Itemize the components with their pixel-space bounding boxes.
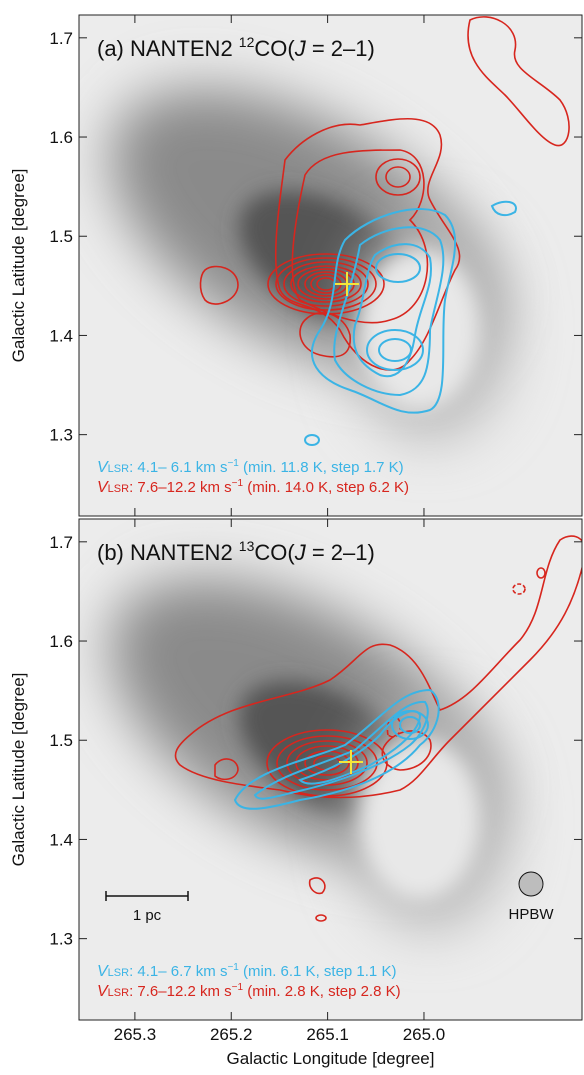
legend-part: : 7.6–12.2 km s bbox=[129, 479, 232, 496]
title-part: (a) NANTEN2 bbox=[97, 36, 239, 61]
y-tick-label: 1.5 bbox=[49, 227, 73, 246]
legend-part: LSR bbox=[108, 483, 129, 495]
star-marker bbox=[339, 750, 363, 774]
contours-blue bbox=[233, 688, 440, 810]
y-tick-label: 1.6 bbox=[49, 128, 73, 147]
title-part: CO( bbox=[254, 36, 295, 61]
scale-bar-label: 1 pc bbox=[133, 907, 162, 924]
x-tick-label: 265.2 bbox=[210, 1025, 253, 1044]
legend-part: V bbox=[97, 963, 109, 980]
y-tick-label: 1.7 bbox=[49, 29, 73, 48]
legend-part: LSR bbox=[108, 967, 129, 979]
legend-part: −1 bbox=[232, 478, 244, 489]
x-axis-label: Galactic Longitude [degree] bbox=[227, 1049, 435, 1068]
image-b bbox=[79, 519, 582, 1020]
x-tick-label: 265.3 bbox=[114, 1025, 157, 1044]
title-part: J bbox=[294, 540, 307, 565]
title-part: J bbox=[294, 36, 307, 61]
x-tick-label: 265.0 bbox=[403, 1025, 446, 1044]
y-tick-label: 1.3 bbox=[49, 426, 73, 445]
legend-part: (min. 6.1 K, step 1.1 K) bbox=[239, 963, 397, 980]
y-axis-label: Galactic Latitude [degree] bbox=[9, 169, 28, 363]
image-a bbox=[79, 15, 582, 516]
y-tick-label: 1.4 bbox=[49, 830, 73, 849]
legend-part: −1 bbox=[232, 982, 244, 993]
y-tick-label: 1.6 bbox=[49, 632, 73, 651]
legend-part: V bbox=[97, 983, 109, 1000]
contours-red bbox=[199, 16, 570, 371]
title-part: 13 bbox=[239, 538, 255, 554]
y-tick-label: 1.5 bbox=[49, 731, 73, 750]
beam-label: HPBW bbox=[509, 906, 555, 923]
legend-entry: VLSR: 4.1– 6.7 km s−1 (min. 6.1 K, step … bbox=[97, 962, 396, 980]
legend-part: −1 bbox=[227, 962, 239, 973]
legend-part: : 4.1– 6.7 km s bbox=[129, 963, 227, 980]
legend-part: LSR bbox=[108, 463, 129, 475]
title-part: CO( bbox=[254, 540, 295, 565]
legend-part: (min. 14.0 K, step 6.2 K) bbox=[243, 479, 409, 496]
legend-part: (min. 2.8 K, step 2.8 K) bbox=[243, 983, 401, 1000]
x-tick-label: 265.1 bbox=[306, 1025, 349, 1044]
y-tick-label: 1.7 bbox=[49, 533, 73, 552]
title-part: = 2–1) bbox=[306, 540, 375, 565]
legend-part: (min. 11.8 K, step 1.7 K) bbox=[239, 459, 404, 476]
y-tick-label: 1.3 bbox=[49, 930, 73, 949]
legend-entry: VLSR: 7.6–12.2 km s−1 (min. 14.0 K, step… bbox=[97, 478, 409, 496]
panel-title: (b) NANTEN2 13CO(J = 2–1) bbox=[97, 538, 375, 565]
legend-part: V bbox=[97, 479, 109, 496]
frame bbox=[78, 518, 583, 1021]
beam bbox=[518, 871, 544, 897]
legend-part: V bbox=[97, 459, 109, 476]
y-axis-label: Galactic Latitude [degree] bbox=[9, 673, 28, 867]
legend-part: : 4.1– 6.1 km s bbox=[129, 459, 227, 476]
panel-title: (a) NANTEN2 12CO(J = 2–1) bbox=[97, 34, 375, 61]
title-part: 12 bbox=[239, 34, 255, 50]
legend-entry: VLSR: 4.1– 6.1 km s−1 (min. 11.8 K, step… bbox=[97, 458, 404, 476]
legend-entry: VLSR: 7.6–12.2 km s−1 (min. 2.8 K, step … bbox=[97, 982, 401, 1000]
legend-part: : 7.6–12.2 km s bbox=[129, 983, 232, 1000]
title-part: = 2–1) bbox=[306, 36, 375, 61]
contours-blue bbox=[304, 200, 517, 446]
title-part: (b) NANTEN2 bbox=[97, 540, 239, 565]
legend-part: −1 bbox=[227, 458, 239, 469]
star-marker bbox=[335, 272, 359, 296]
y-tick-label: 1.4 bbox=[49, 326, 73, 345]
frame bbox=[78, 14, 583, 517]
legend-part: LSR bbox=[108, 987, 129, 999]
